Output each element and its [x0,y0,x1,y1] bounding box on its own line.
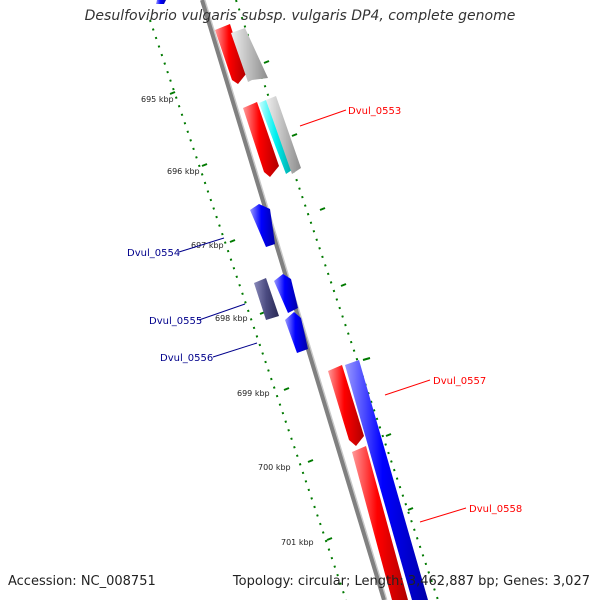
map-title: Desulfovibrio vulgaris subsp. vulgaris D… [84,8,516,24]
kbp-label: 697 kbp [191,241,224,250]
kbp-label: 699 kbp [237,389,270,398]
gene-label-dvul-0557[interactable]: Dvul_0557 [433,376,486,387]
gene-label-dvul-0553[interactable]: Dvul_0553 [348,106,401,117]
accession-text: Accession: NC_008751 [8,574,156,589]
callout-line-dvul-0555 [198,303,246,321]
gene-arrow-dvul-0555[interactable] [254,278,279,320]
gene-label-dvul-0554[interactable]: Dvul_0554 [127,248,180,259]
kbp-label: 696 kbp [167,167,200,176]
inner-tick-track [149,19,347,600]
kbp-label: 701 kbp [281,538,314,547]
gene-arrow-dvul-0554[interactable] [250,204,275,247]
gene-label-dvul-0556[interactable]: Dvul_0556 [160,353,213,364]
callout-line-dvul-0554 [178,237,225,253]
callout-line-dvul-0558 [419,507,467,523]
gene-arrow-blue-mid[interactable] [274,274,298,313]
gene-arrow-dvul-0557-blue[interactable] [345,360,428,600]
kbp-label: 695 kbp [141,95,174,104]
callout-line-dvul-0557 [384,379,431,396]
gene-label-dvul-0558[interactable]: Dvul_0558 [469,504,522,515]
genome-summary-text: Topology: circular; Length: 3,462,887 bp… [232,574,590,589]
gene-arrow-dvul-0558-red[interactable] [352,446,408,600]
kbp-label: 698 kbp [215,314,248,323]
gene-arrow-red[interactable] [215,24,246,84]
outer-tick-track [235,0,439,600]
callout-line-dvul-0556 [212,342,258,358]
callout-line-dvul-0553 [299,109,347,127]
kbp-label: 700 kbp [258,463,291,472]
gene-arrow-grey-2[interactable] [266,96,301,174]
outer-major-ticks [263,60,414,511]
gene-arrow-dvul-0553-red[interactable] [243,102,279,177]
gene-arrow-cyan[interactable] [259,100,292,174]
gene-arrow-grey[interactable] [231,28,268,82]
gene-arrow-top-blue[interactable] [156,0,166,4]
gene-arrow-dvul-0556[interactable] [285,312,308,353]
gene-label-dvul-0555[interactable]: Dvul_0555 [149,316,202,327]
gene-arrow-dvul-0557-red[interactable] [328,365,364,446]
